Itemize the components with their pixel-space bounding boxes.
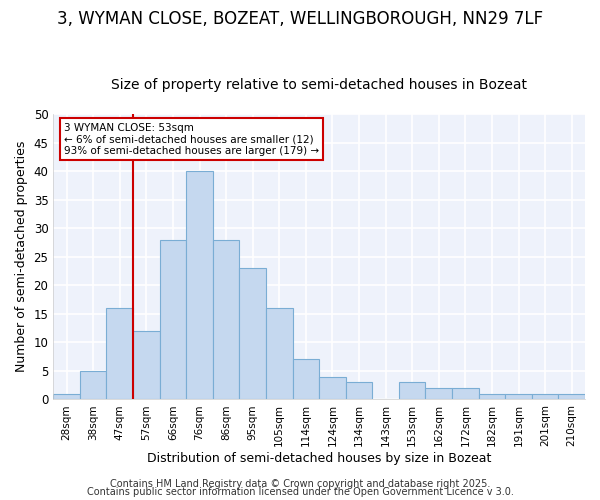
Text: 3 WYMAN CLOSE: 53sqm
← 6% of semi-detached houses are smaller (12)
93% of semi-d: 3 WYMAN CLOSE: 53sqm ← 6% of semi-detach… bbox=[64, 122, 319, 156]
Bar bbox=[53, 394, 80, 400]
Bar bbox=[80, 371, 106, 400]
Bar bbox=[160, 240, 186, 400]
Bar bbox=[532, 394, 559, 400]
Bar bbox=[213, 240, 239, 400]
Bar bbox=[239, 268, 266, 400]
Text: Contains HM Land Registry data © Crown copyright and database right 2025.: Contains HM Land Registry data © Crown c… bbox=[110, 479, 490, 489]
Bar bbox=[452, 388, 479, 400]
Bar bbox=[346, 382, 373, 400]
Bar bbox=[133, 331, 160, 400]
Bar bbox=[106, 308, 133, 400]
Bar bbox=[479, 394, 505, 400]
Bar bbox=[505, 394, 532, 400]
Y-axis label: Number of semi-detached properties: Number of semi-detached properties bbox=[15, 141, 28, 372]
Bar bbox=[425, 388, 452, 400]
Bar bbox=[186, 171, 213, 400]
Title: Size of property relative to semi-detached houses in Bozeat: Size of property relative to semi-detach… bbox=[111, 78, 527, 92]
Text: 3, WYMAN CLOSE, BOZEAT, WELLINGBOROUGH, NN29 7LF: 3, WYMAN CLOSE, BOZEAT, WELLINGBOROUGH, … bbox=[57, 10, 543, 28]
Bar bbox=[559, 394, 585, 400]
Bar bbox=[266, 308, 293, 400]
Bar bbox=[319, 376, 346, 400]
Bar bbox=[293, 360, 319, 400]
Text: Contains public sector information licensed under the Open Government Licence v : Contains public sector information licen… bbox=[86, 487, 514, 497]
X-axis label: Distribution of semi-detached houses by size in Bozeat: Distribution of semi-detached houses by … bbox=[147, 452, 491, 465]
Bar bbox=[399, 382, 425, 400]
